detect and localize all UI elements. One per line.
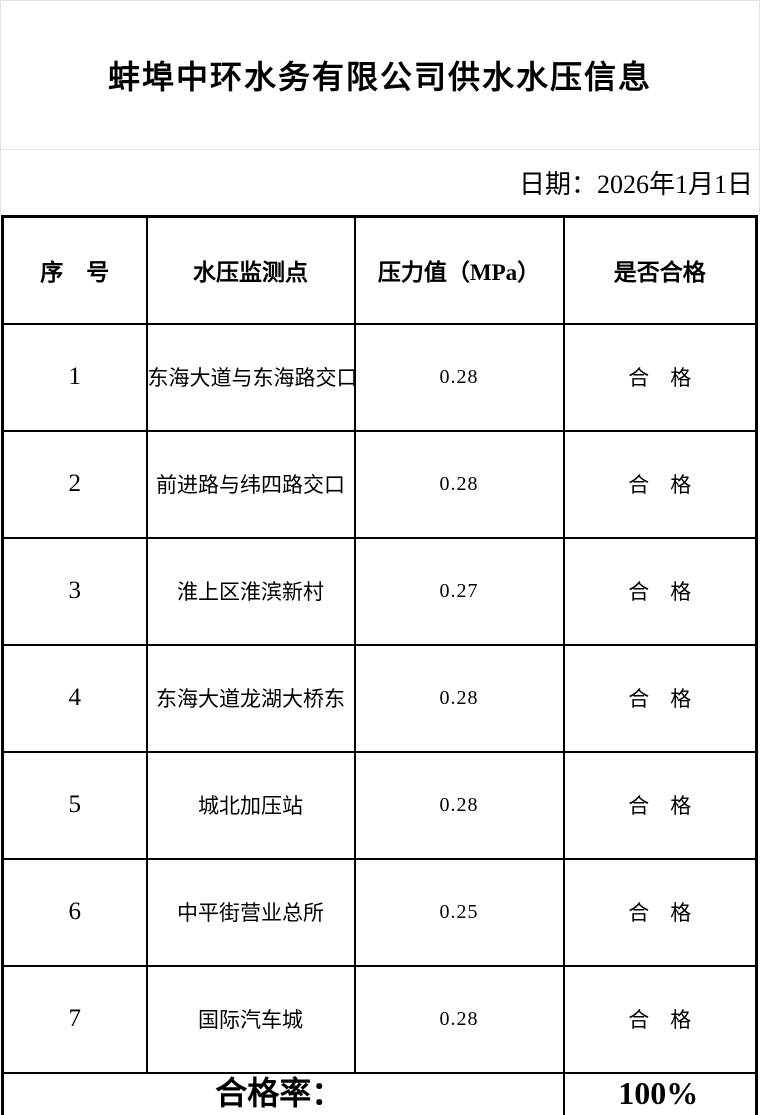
qualified-cell: 合 格 [562,750,758,860]
monitoring-point-cell: 前进路与纬四路交口 [145,429,356,539]
table-header-row: 序 号 水压监测点 压力值（MPa） 是否合格 [1,215,758,325]
qualified-cell: 合 格 [562,964,758,1074]
table-row: 2 前进路与纬四路交口 0.28 合 格 [1,429,758,539]
monitoring-point-cell: 东海大道与东海路交口 [145,322,356,432]
table-row: 3 淮上区淮滨新村 0.27 合 格 [1,536,758,646]
pressure-value-cell: 0.28 [353,964,565,1074]
serial-number-cell: 6 [1,857,148,967]
table-row: 7 国际汽车城 0.28 合 格 [1,964,758,1074]
monitoring-point-cell: 城北加压站 [145,750,356,860]
monitoring-point-cell: 东海大道龙湖大桥东 [145,643,356,753]
page-title: 蚌埠中环水务有限公司供水水压信息 [107,59,652,95]
qualified-cell: 合 格 [562,536,758,646]
serial-number-cell: 5 [1,750,148,860]
header-qualified: 是否合格 [562,215,758,325]
serial-number-cell: 4 [1,643,148,753]
date-block: 日期：2026年1月1日 [0,150,760,214]
table-row: 1 东海大道与东海路交口 0.28 合 格 [1,322,758,432]
serial-number-cell: 2 [1,429,148,539]
serial-number-cell: 1 [1,322,148,432]
monitoring-point-cell: 淮上区淮滨新村 [145,536,356,646]
pass-rate-value: 100% [562,1071,758,1115]
pressure-value-cell: 0.28 [353,429,565,539]
title-block: 蚌埠中环水务有限公司供水水压信息 [0,0,760,150]
table-row: 6 中平街营业总所 0.25 合 格 [1,857,758,967]
pressure-value-cell: 0.27 [353,536,565,646]
header-pressure-value: 压力值（MPa） [353,215,565,325]
qualified-cell: 合 格 [562,643,758,753]
pressure-value-cell: 0.28 [353,322,565,432]
serial-number-cell: 7 [1,964,148,1074]
serial-number-cell: 3 [1,536,148,646]
pressure-value-cell: 0.25 [353,857,565,967]
monitoring-point-cell: 国际汽车城 [145,964,356,1074]
table-row: 4 东海大道龙湖大桥东 0.28 合 格 [1,643,758,753]
header-serial-number: 序 号 [1,215,148,325]
water-pressure-table: 序 号 水压监测点 压力值（MPa） 是否合格 1 东海大道与东海路交口 0.2… [1,215,758,1115]
table-footer-row: 合格率： 100% [1,1071,758,1115]
pressure-value-cell: 0.28 [353,643,565,753]
pressure-value-cell: 0.28 [353,750,565,860]
qualified-cell: 合 格 [562,429,758,539]
report-date: 日期：2026年1月1日 [518,169,753,199]
table-row: 5 城北加压站 0.28 合 格 [1,750,758,860]
qualified-cell: 合 格 [562,857,758,967]
header-monitoring-point: 水压监测点 [145,215,356,325]
pass-rate-label: 合格率： [1,1071,565,1115]
monitoring-point-cell: 中平街营业总所 [145,857,356,967]
qualified-cell: 合 格 [562,322,758,432]
